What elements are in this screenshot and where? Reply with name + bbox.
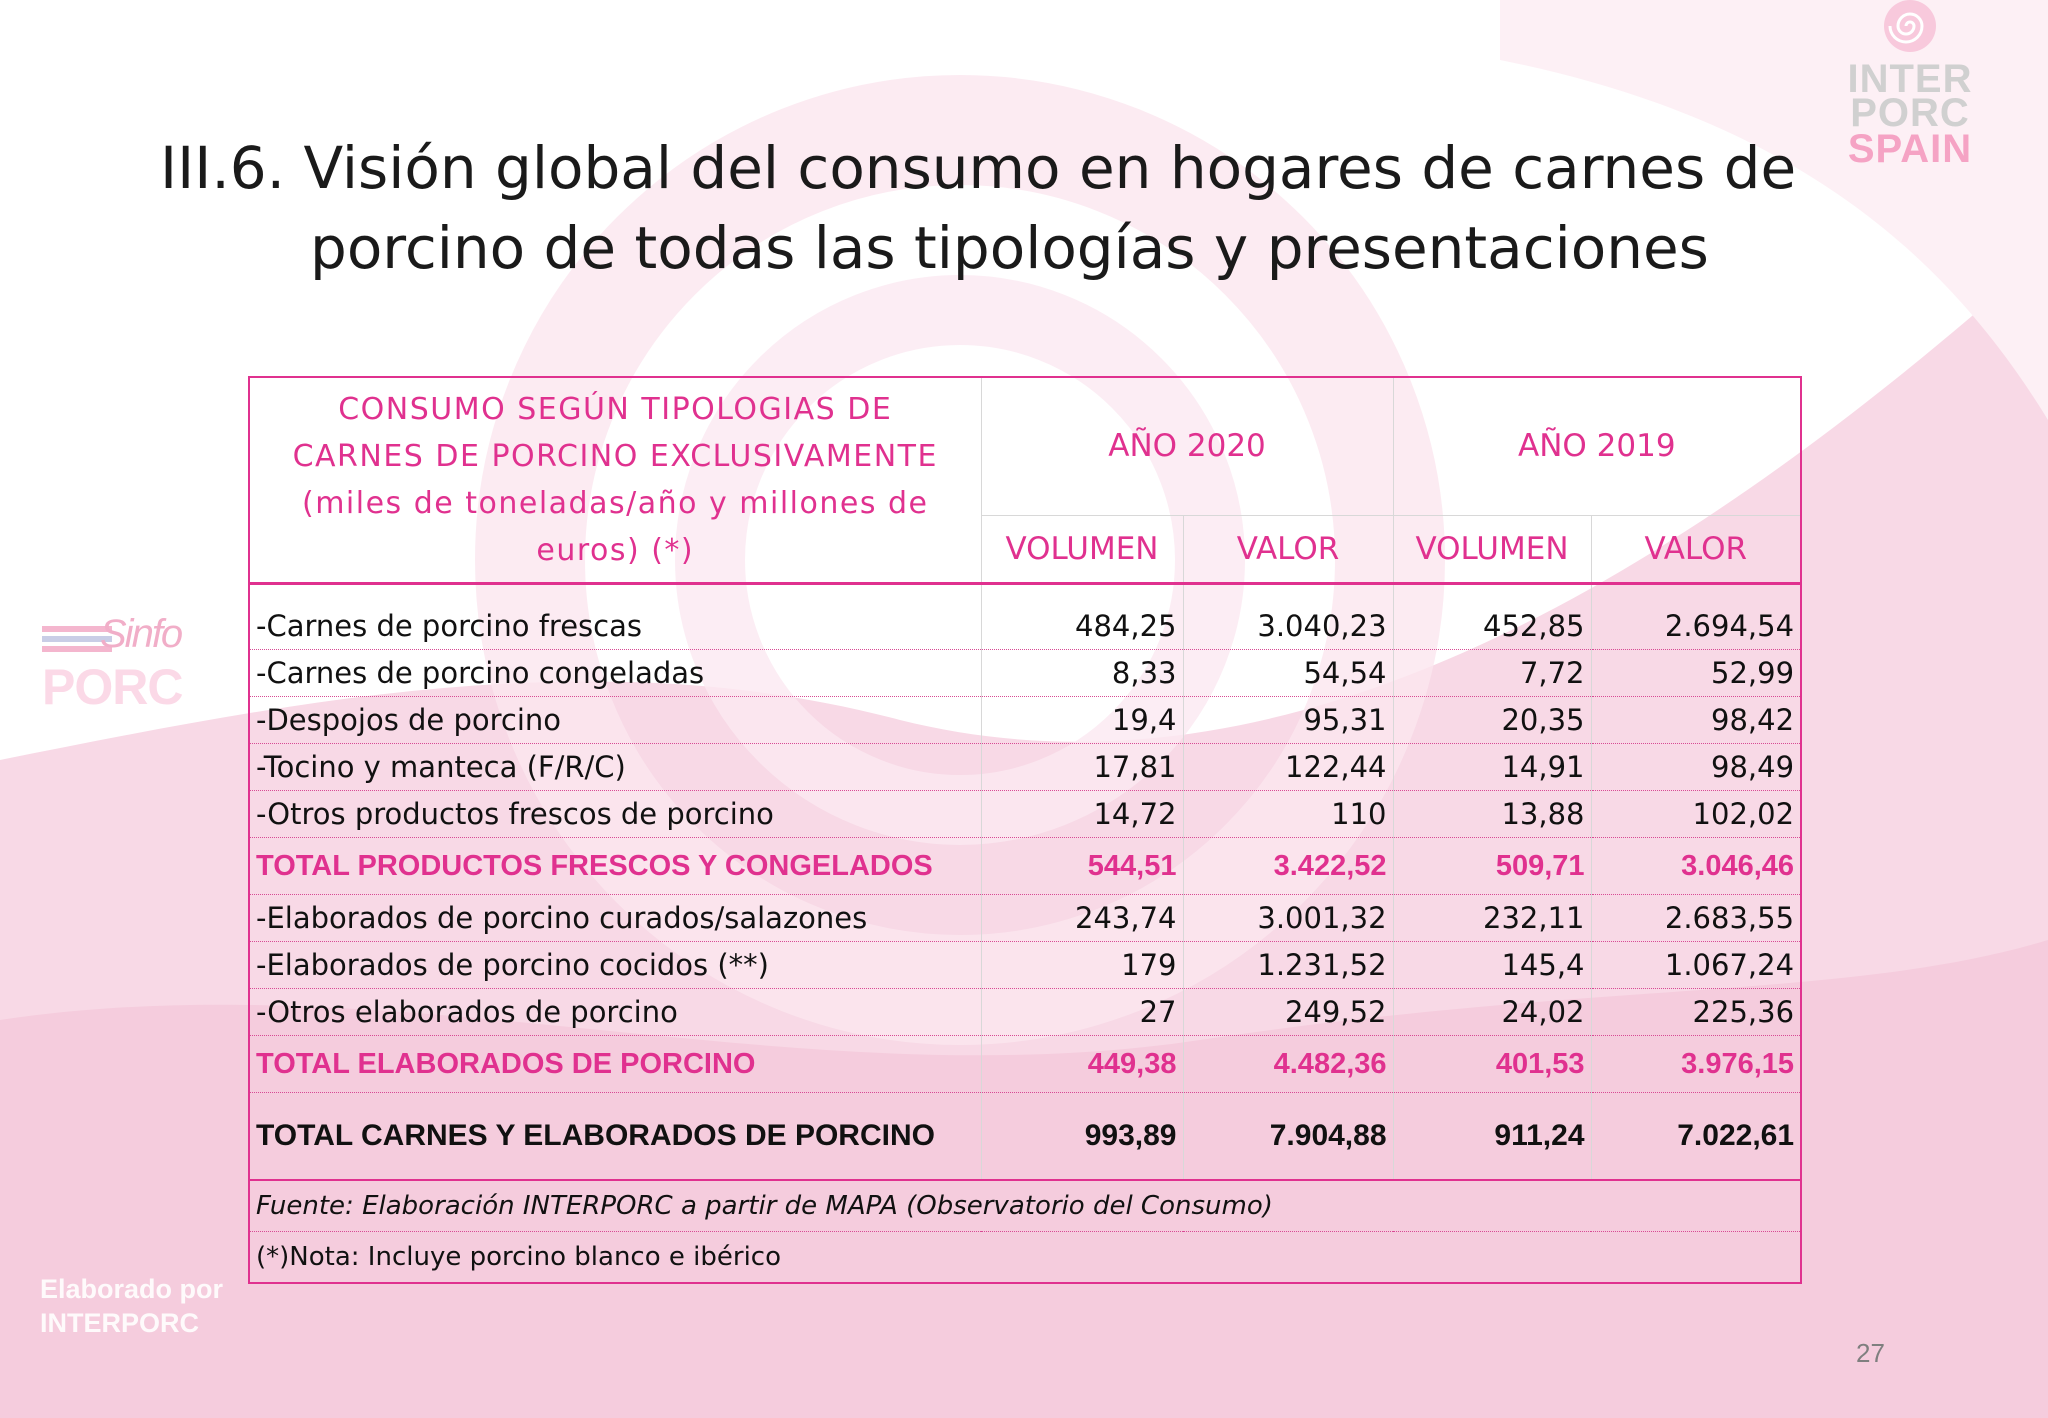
row-label: -Otros productos frescos de porcino <box>248 790 981 838</box>
footnote: (*)Nota: Incluye porcino blanco e ibéric… <box>247 1231 1803 1284</box>
page-number: 27 <box>1856 1338 1885 1368</box>
logo-text-inter: INTER <box>1847 57 1973 101</box>
cell-vol-2019: 20,35 <box>1392 696 1592 744</box>
cell-val-2020: 4.482,36 <box>1182 1035 1394 1093</box>
total-row-fresh: TOTAL PRODUCTOS FRESCOS Y CONGELADOS 544… <box>248 837 1803 895</box>
cell-val-2020: 1.231,52 <box>1182 941 1394 989</box>
cell-vol-2019: 509,71 <box>1392 837 1592 895</box>
source-row: Fuente: Elaboración INTERPORC a partir d… <box>247 1180 1803 1232</box>
cell-val-2019: 52,99 <box>1590 649 1803 697</box>
cell-val-2020: 3.040,23 <box>1182 603 1394 650</box>
table-row: -Despojos de porcino 19,4 95,31 20,35 98… <box>248 696 1803 744</box>
cell-val-2019: 98,42 <box>1590 696 1803 744</box>
cell-vol-2019: 401,53 <box>1392 1035 1592 1093</box>
sinfo-porc-logo: Sinfo PORC <box>38 612 208 715</box>
cell-val-2020: 95,31 <box>1182 696 1394 744</box>
row-label: -Otros elaborados de porcino <box>248 988 981 1036</box>
col-volume-2020: VOLUMEN <box>981 515 1183 585</box>
cell-vol-2020: 484,25 <box>980 603 1183 650</box>
cell-val-2019: 225,36 <box>1590 988 1803 1036</box>
cell-val-2020: 249,52 <box>1182 988 1394 1036</box>
col-value-2019: VALOR <box>1590 515 1803 585</box>
cell-vol-2019: 232,11 <box>1392 894 1592 942</box>
cell-val-2019: 3.976,15 <box>1590 1035 1803 1093</box>
cell-vol-2020: 544,51 <box>980 837 1183 895</box>
row-label: -Elaborados de porcino curados/salazones <box>248 894 981 942</box>
cell-val-2019: 2.694,54 <box>1590 603 1803 650</box>
spacer-row <box>248 583 1803 603</box>
cell-val-2020: 3.001,32 <box>1182 894 1394 942</box>
cell-val-2019: 2.683,55 <box>1590 894 1803 942</box>
row-label: TOTAL CARNES Y ELABORADOS DE PORCINO <box>248 1092 981 1181</box>
porc-text: PORC <box>42 659 183 715</box>
table-row: -Carnes de porcino frescas 484,25 3.040,… <box>248 603 1803 650</box>
cell-vol-2019: 452,85 <box>1392 603 1592 650</box>
table-row: -Elaborados de porcino cocidos (**) 179 … <box>248 941 1803 989</box>
table-row: -Carnes de porcino congeladas 8,33 54,54… <box>248 649 1803 697</box>
cell-vol-2019: 24,02 <box>1392 988 1592 1036</box>
row-label: -Carnes de porcino frescas <box>248 603 981 650</box>
year-2019-header: AÑO 2019 <box>1392 376 1803 516</box>
cell-vol-2020: 8,33 <box>980 649 1183 697</box>
source-note: Fuente: Elaboración INTERPORC a partir d… <box>247 1180 1803 1232</box>
cell-vol-2020: 449,38 <box>980 1035 1183 1093</box>
cell-val-2020: 3.422,52 <box>1182 837 1394 895</box>
cell-vol-2020: 993,89 <box>980 1092 1183 1181</box>
cell-vol-2020: 19,4 <box>980 696 1183 744</box>
total-row-processed: TOTAL ELABORADOS DE PORCINO 449,38 4.482… <box>248 1035 1803 1093</box>
table-header-row: CONSUMO SEGÚN TIPOLOGIAS DE CARNES DE PO… <box>248 376 1803 585</box>
row-label: TOTAL ELABORADOS DE PORCINO <box>248 1035 981 1093</box>
logo-text-spain: SPAIN <box>1847 127 1973 171</box>
page-title: III.6. Visión global del consumo en hoga… <box>160 128 1860 288</box>
table-row: -Otros productos frescos de porcino 14,7… <box>248 790 1803 838</box>
cell-vol-2020: 27 <box>980 988 1183 1036</box>
watermark-line-1: Elaborado por <box>40 1274 224 1304</box>
table-row: -Tocino y manteca (F/R/C) 17,81 122,44 1… <box>248 743 1803 791</box>
row-label: -Tocino y manteca (F/R/C) <box>248 743 981 791</box>
cell-val-2020: 54,54 <box>1182 649 1394 697</box>
interporc-logo: INTER PORC SPAIN <box>1830 0 1990 170</box>
cell-vol-2020: 179 <box>980 941 1183 989</box>
watermark-line-2: INTERPORC <box>40 1308 200 1338</box>
title-line-1: III.6. Visión global del consumo en hoga… <box>160 134 1797 202</box>
cell-val-2019: 7.022,61 <box>1590 1092 1803 1181</box>
cell-vol-2020: 243,74 <box>980 894 1183 942</box>
cell-val-2020: 110 <box>1182 790 1394 838</box>
table-row: -Otros elaborados de porcino 27 249,52 2… <box>248 988 1803 1036</box>
cell-val-2019: 1.067,24 <box>1590 941 1803 989</box>
col-value-2020: VALOR <box>1182 515 1394 585</box>
cell-vol-2019: 7,72 <box>1392 649 1592 697</box>
row-label: -Carnes de porcino congeladas <box>248 649 981 697</box>
consumption-table: CONSUMO SEGÚN TIPOLOGIAS DE CARNES DE PO… <box>247 376 1803 1284</box>
cell-val-2019: 3.046,46 <box>1590 837 1803 895</box>
cell-vol-2019: 145,4 <box>1392 941 1592 989</box>
grand-total-row: TOTAL CARNES Y ELABORADOS DE PORCINO 993… <box>248 1092 1803 1181</box>
cell-vol-2019: 14,91 <box>1392 743 1592 791</box>
table-row: -Elaborados de porcino curados/salazones… <box>248 894 1803 942</box>
row-label: TOTAL PRODUCTOS FRESCOS Y CONGELADOS <box>248 837 981 895</box>
cell-vol-2019: 911,24 <box>1392 1092 1592 1181</box>
cell-val-2019: 98,49 <box>1590 743 1803 791</box>
col-volume-2019: VOLUMEN <box>1392 515 1592 585</box>
title-line-2: porcino de todas las tipologías y presen… <box>310 214 1709 282</box>
cell-vol-2020: 14,72 <box>980 790 1183 838</box>
row-label: -Elaborados de porcino cocidos (**) <box>248 941 981 989</box>
spiral-icon <box>1884 0 1936 52</box>
row-label: -Despojos de porcino <box>248 696 981 744</box>
cell-val-2020: 7.904,88 <box>1182 1092 1394 1181</box>
logo-text-porc: PORC <box>1850 91 1970 135</box>
sinfo-text: Sinfo <box>100 612 183 656</box>
cell-val-2020: 122,44 <box>1182 743 1394 791</box>
year-2020-header: AÑO 2020 <box>981 376 1394 516</box>
cell-val-2019: 102,02 <box>1590 790 1803 838</box>
table-main-header: CONSUMO SEGÚN TIPOLOGIAS DE CARNES DE PO… <box>248 376 982 585</box>
cell-vol-2019: 13,88 <box>1392 790 1592 838</box>
cell-vol-2020: 17,81 <box>980 743 1183 791</box>
table-subheader-row: VOLUMEN VALOR VOLUMEN VALOR <box>249 515 1803 585</box>
elaborado-watermark: Elaborado por INTERPORC <box>40 1272 223 1340</box>
footnote-row: (*)Nota: Incluye porcino blanco e ibéric… <box>247 1231 1803 1284</box>
